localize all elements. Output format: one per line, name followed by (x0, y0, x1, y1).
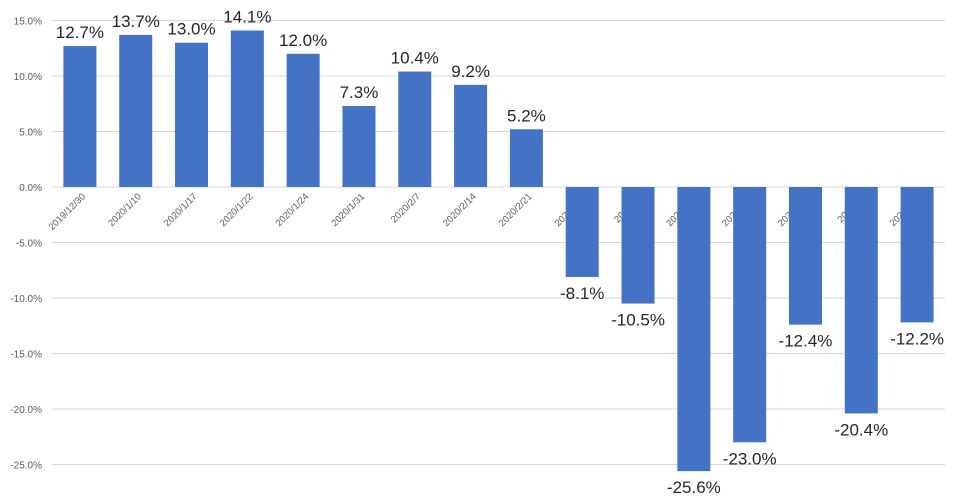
bar (621, 187, 655, 304)
data-label: -12.4% (779, 332, 833, 351)
data-label: -25.6% (667, 478, 721, 497)
data-label: -23.0% (723, 449, 777, 468)
data-label: 9.2% (451, 62, 490, 81)
bar (63, 46, 97, 187)
bar (509, 129, 543, 187)
x-tick-label: 2020/1/10 (106, 191, 144, 229)
data-label: 10.4% (391, 49, 439, 68)
bar (175, 42, 209, 188)
data-label: -10.5% (611, 311, 665, 330)
y-tick-label: -20.0% (10, 405, 42, 416)
bar (733, 187, 767, 443)
y-tick-label: 15.0% (14, 17, 42, 28)
data-label: 12.0% (279, 31, 327, 50)
x-tick-label: 2020/2/21 (497, 191, 535, 229)
bar (286, 53, 320, 187)
y-tick-label: 0.0% (19, 183, 42, 194)
data-label: 13.0% (167, 20, 215, 39)
y-tick-label: -25.0% (10, 461, 42, 472)
data-label: 12.7% (56, 23, 104, 42)
bar (230, 30, 264, 187)
data-label: -8.1% (560, 284, 604, 303)
bar (844, 187, 878, 414)
data-label: 13.7% (112, 12, 160, 31)
x-tick-label: 2020/1/22 (218, 191, 256, 229)
bar (398, 71, 432, 187)
data-label: -20.4% (834, 420, 888, 439)
x-tick-label: 2020/1/17 (162, 191, 200, 229)
x-tick-label: 2020/2/14 (441, 191, 479, 229)
x-tick-label: 2019/12/30 (47, 191, 88, 232)
bar (788, 187, 822, 325)
data-label: -12.2% (890, 329, 944, 348)
bar (677, 187, 711, 472)
y-tick-label: 5.0% (19, 128, 42, 139)
bar (342, 105, 376, 187)
x-tick-label: 2020/1/24 (274, 191, 312, 229)
bar (454, 84, 488, 187)
bar (565, 187, 599, 277)
bar (900, 187, 934, 323)
y-tick-label: -5.0% (16, 239, 42, 250)
x-tick-label: 2020/1/31 (329, 191, 367, 229)
data-label: 5.2% (507, 106, 546, 125)
bar (119, 34, 153, 188)
y-tick-label: 10.0% (14, 72, 42, 83)
y-tick-label: -15.0% (10, 350, 42, 361)
data-label: 7.3% (340, 83, 379, 102)
x-tick-label: 2020/2/7 (389, 191, 423, 225)
data-label: 14.1% (223, 7, 271, 26)
y-tick-label: -10.0% (10, 294, 42, 305)
